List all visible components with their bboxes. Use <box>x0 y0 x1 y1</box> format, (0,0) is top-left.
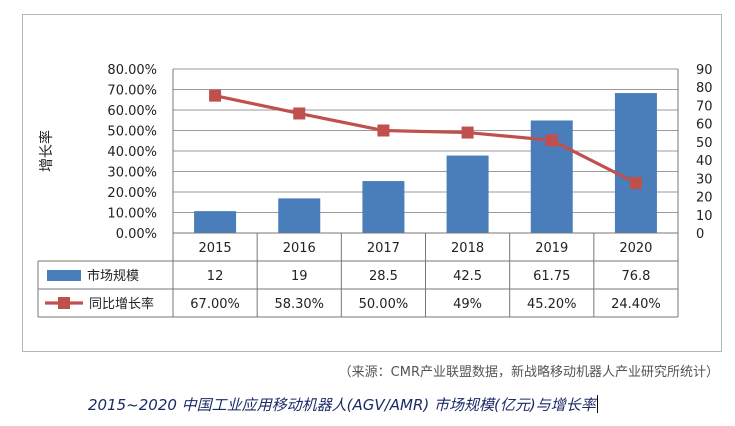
category-label: 2016 <box>283 241 316 256</box>
right-tick-label: 10 <box>696 209 713 224</box>
legend-label-market-size: 市场规模 <box>87 268 139 284</box>
right-tick-label: 30 <box>696 172 713 187</box>
line-marker <box>377 124 390 137</box>
category-label: 2018 <box>451 241 484 256</box>
left-tick-label: 50.00% <box>107 125 157 140</box>
category-label: 2015 <box>199 241 232 256</box>
axes: 0.00% 10.00% 20.00% 30.00% 40.00% 50.00% 60.00… <box>38 63 713 317</box>
line-marker <box>293 107 306 120</box>
growth-line <box>214 94 637 185</box>
line-marker <box>461 126 474 139</box>
chart-frame: 0.00% 10.00% 20.00% 30.00% 40.00% 50.00% 60.00… <box>22 14 722 352</box>
market-size-value: 28.5 <box>369 269 398 284</box>
market-size-value: 19 <box>291 269 308 284</box>
market-size-value: 61.75 <box>533 269 570 284</box>
left-tick-label: 10.00% <box>107 207 157 222</box>
category-label: 2017 <box>367 241 400 256</box>
left-tick-label: 30.00% <box>107 166 157 181</box>
bar <box>446 155 489 233</box>
bar <box>614 93 657 233</box>
caption-text: 2015~2020 中国工业应用移动机器人(AGV/AMR) 市场规模(亿元)与… <box>88 396 596 414</box>
combo-chart: 0.00% 10.00% 20.00% 30.00% 40.00% 50.00% 60.00… <box>37 63 713 318</box>
growth-rate-value: 50.00% <box>359 297 409 312</box>
legend-label-growth-rate: 同比增长率 <box>89 296 154 312</box>
category-label: 2019 <box>535 241 568 256</box>
text-cursor <box>596 395 598 413</box>
left-tick-label: 80.00% <box>107 63 157 78</box>
bar-series <box>194 93 657 233</box>
category-label: 2020 <box>619 241 652 256</box>
bar <box>194 211 237 233</box>
left-tick-label: 0.00% <box>116 227 157 242</box>
right-tick-label: 40 <box>696 154 713 169</box>
bar <box>278 198 321 233</box>
market-size-value: 12 <box>207 269 224 284</box>
market-size-value: 42.5 <box>453 269 482 284</box>
gridlines <box>173 68 678 213</box>
right-tick-label: 20 <box>696 191 713 206</box>
source-note: （来源：CMR产业联盟数据，新战略移动机器人产业研究所统计） <box>338 365 719 380</box>
right-tick-label: 50 <box>696 136 713 151</box>
left-axis-title: 增长率 <box>38 130 55 172</box>
growth-rate-value: 24.40% <box>611 297 661 312</box>
line-marker <box>545 134 558 147</box>
legend-key-bar <box>47 270 81 281</box>
right-tick-label: 70 <box>696 99 713 114</box>
right-tick-label: 90 <box>696 63 713 78</box>
line-marker <box>209 89 222 102</box>
bar <box>362 181 405 233</box>
left-tick-label: 40.00% <box>107 145 157 160</box>
figure-caption: 2015~2020 中国工业应用移动机器人(AGV/AMR) 市场规模(亿元)与… <box>88 394 598 415</box>
growth-rate-value: 58.30% <box>274 297 324 312</box>
growth-rate-value: 49% <box>453 297 482 312</box>
right-tick-label: 60 <box>696 118 713 133</box>
market-size-value: 76.8 <box>621 269 650 284</box>
line-marker <box>629 176 642 189</box>
right-tick-label: 80 <box>696 81 713 96</box>
growth-rate-value: 45.20% <box>527 297 577 312</box>
left-tick-label: 20.00% <box>107 186 157 201</box>
left-tick-label: 70.00% <box>107 84 157 99</box>
growth-rate-value: 67.00% <box>190 297 240 312</box>
legend-key-marker <box>58 297 70 309</box>
left-tick-label: 60.00% <box>107 104 157 119</box>
right-tick-label: 0 <box>696 227 704 242</box>
line-series <box>209 89 642 189</box>
